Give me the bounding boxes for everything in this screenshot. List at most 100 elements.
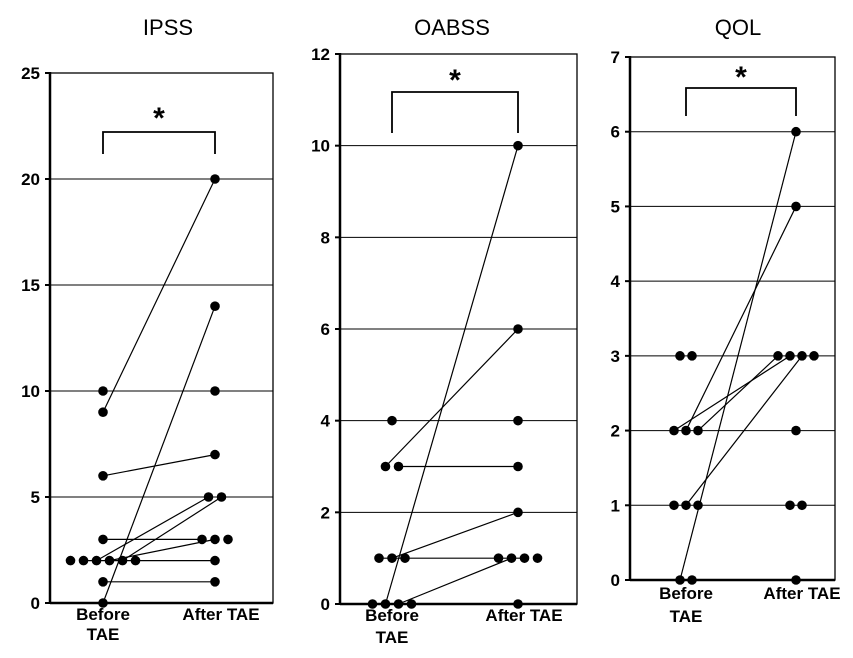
point-after bbox=[791, 575, 801, 585]
point-after bbox=[797, 500, 807, 511]
point-after bbox=[773, 351, 783, 361]
pair-line bbox=[697, 355, 779, 432]
point-after bbox=[506, 553, 517, 563]
y-tick-label: 3 bbox=[611, 347, 620, 366]
point-before bbox=[387, 553, 397, 563]
y-tick-label: 2 bbox=[321, 503, 330, 522]
y-tick-label: 6 bbox=[611, 123, 620, 142]
point-before bbox=[681, 425, 691, 436]
point-before bbox=[681, 500, 691, 511]
y-tick-label: 7 bbox=[611, 48, 620, 67]
point-before bbox=[380, 461, 391, 472]
significance-star: * bbox=[449, 64, 461, 97]
point-after bbox=[197, 534, 207, 545]
point-before bbox=[687, 351, 697, 361]
point-after bbox=[809, 351, 819, 361]
y-tick-label: 2 bbox=[611, 422, 620, 441]
y-tick-label: 5 bbox=[611, 197, 620, 216]
point-after bbox=[513, 599, 523, 609]
significance-star: * bbox=[735, 61, 747, 94]
point-before bbox=[693, 425, 703, 436]
y-tick-label: 25 bbox=[21, 64, 40, 83]
pair-line bbox=[685, 355, 803, 506]
point-after bbox=[797, 351, 807, 361]
pair-line bbox=[96, 496, 209, 562]
y-tick-label: 15 bbox=[21, 276, 40, 295]
x-category-label-before: TAE bbox=[670, 607, 703, 626]
x-category-label-before: Before bbox=[365, 606, 419, 625]
point-after bbox=[785, 500, 795, 511]
point-before bbox=[130, 555, 141, 566]
pair-line bbox=[385, 328, 519, 467]
y-tick-label: 0 bbox=[31, 594, 40, 613]
point-after bbox=[493, 553, 504, 563]
pair-line bbox=[122, 496, 222, 562]
point-after bbox=[532, 553, 543, 563]
point-before bbox=[104, 555, 115, 566]
significance-bracket bbox=[685, 87, 797, 116]
pair-line bbox=[102, 178, 216, 413]
point-before bbox=[406, 599, 417, 609]
y-tick-label: 0 bbox=[321, 595, 330, 614]
point-after bbox=[791, 126, 801, 137]
point-before bbox=[98, 471, 108, 481]
point-before bbox=[367, 599, 378, 609]
point-before bbox=[393, 461, 404, 472]
point-after bbox=[210, 555, 220, 566]
y-tick-label: 1 bbox=[611, 496, 620, 515]
point-after bbox=[791, 201, 801, 212]
chart-panel-3: QOL 0 1 2 3 4 5 6 7 Before TAE After TAE * bbox=[611, 15, 841, 626]
point-before bbox=[374, 553, 384, 563]
chart-title: IPSS bbox=[143, 15, 193, 40]
x-category-label-before: Before bbox=[659, 584, 713, 603]
point-before bbox=[387, 415, 397, 426]
point-before bbox=[400, 553, 410, 563]
y-tick-label: 4 bbox=[321, 412, 331, 431]
significance-bracket bbox=[102, 131, 216, 154]
point-before bbox=[98, 598, 108, 608]
point-before bbox=[91, 555, 102, 566]
x-category-label-before: Before bbox=[76, 605, 130, 624]
point-before bbox=[687, 575, 697, 585]
point-after bbox=[513, 140, 523, 151]
y-tick-label: 8 bbox=[321, 228, 330, 247]
significance-star: * bbox=[153, 102, 165, 135]
point-after bbox=[210, 449, 220, 460]
pair-line bbox=[102, 454, 216, 477]
point-before bbox=[675, 351, 685, 361]
point-before bbox=[693, 500, 703, 511]
pair-line bbox=[398, 557, 512, 605]
y-tick-label: 10 bbox=[21, 382, 40, 401]
chart-panel-2: OABSS 0 2 4 6 8 10 12 Before TAE After TAE * bbox=[311, 15, 578, 647]
point-after bbox=[513, 461, 523, 472]
pair-line bbox=[685, 206, 797, 431]
point-before bbox=[98, 407, 108, 418]
point-after bbox=[519, 553, 530, 563]
pair-line bbox=[673, 355, 791, 432]
point-after bbox=[210, 534, 220, 545]
x-category-label-after: After TAE bbox=[485, 606, 562, 625]
point-before bbox=[98, 534, 108, 545]
point-after bbox=[513, 507, 523, 518]
x-category-label-before: TAE bbox=[87, 625, 120, 644]
point-after bbox=[210, 174, 220, 184]
y-tick-label: 0 bbox=[611, 571, 620, 590]
x-category-label-after: After TAE bbox=[182, 605, 259, 624]
point-after bbox=[785, 351, 795, 361]
x-category-label-after: After TAE bbox=[763, 584, 840, 603]
pair-line bbox=[384, 145, 519, 605]
y-tick-label: 12 bbox=[311, 45, 330, 64]
y-tick-label: 5 bbox=[31, 488, 40, 507]
point-before bbox=[669, 500, 679, 511]
point-after bbox=[210, 386, 220, 396]
point-after bbox=[216, 492, 227, 502]
y-tick-label: 4 bbox=[611, 272, 621, 291]
pair-line bbox=[102, 305, 216, 604]
point-after bbox=[223, 534, 233, 545]
point-before bbox=[65, 555, 76, 566]
point-after bbox=[210, 301, 220, 312]
point-before bbox=[393, 599, 404, 609]
point-before bbox=[117, 555, 128, 566]
point-after bbox=[203, 492, 214, 502]
point-before bbox=[98, 577, 108, 587]
